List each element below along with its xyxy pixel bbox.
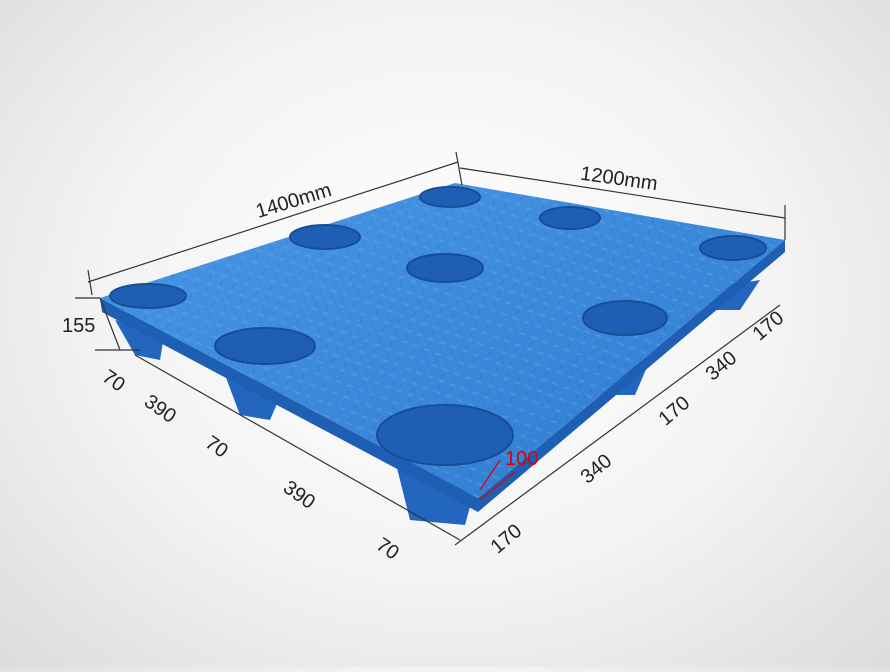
height-label: 155 xyxy=(62,315,96,337)
dimension-lines xyxy=(75,151,786,546)
pallet-holes xyxy=(109,186,767,466)
pallet-edge xyxy=(100,240,785,512)
foot-width-label: 100 xyxy=(505,448,539,470)
